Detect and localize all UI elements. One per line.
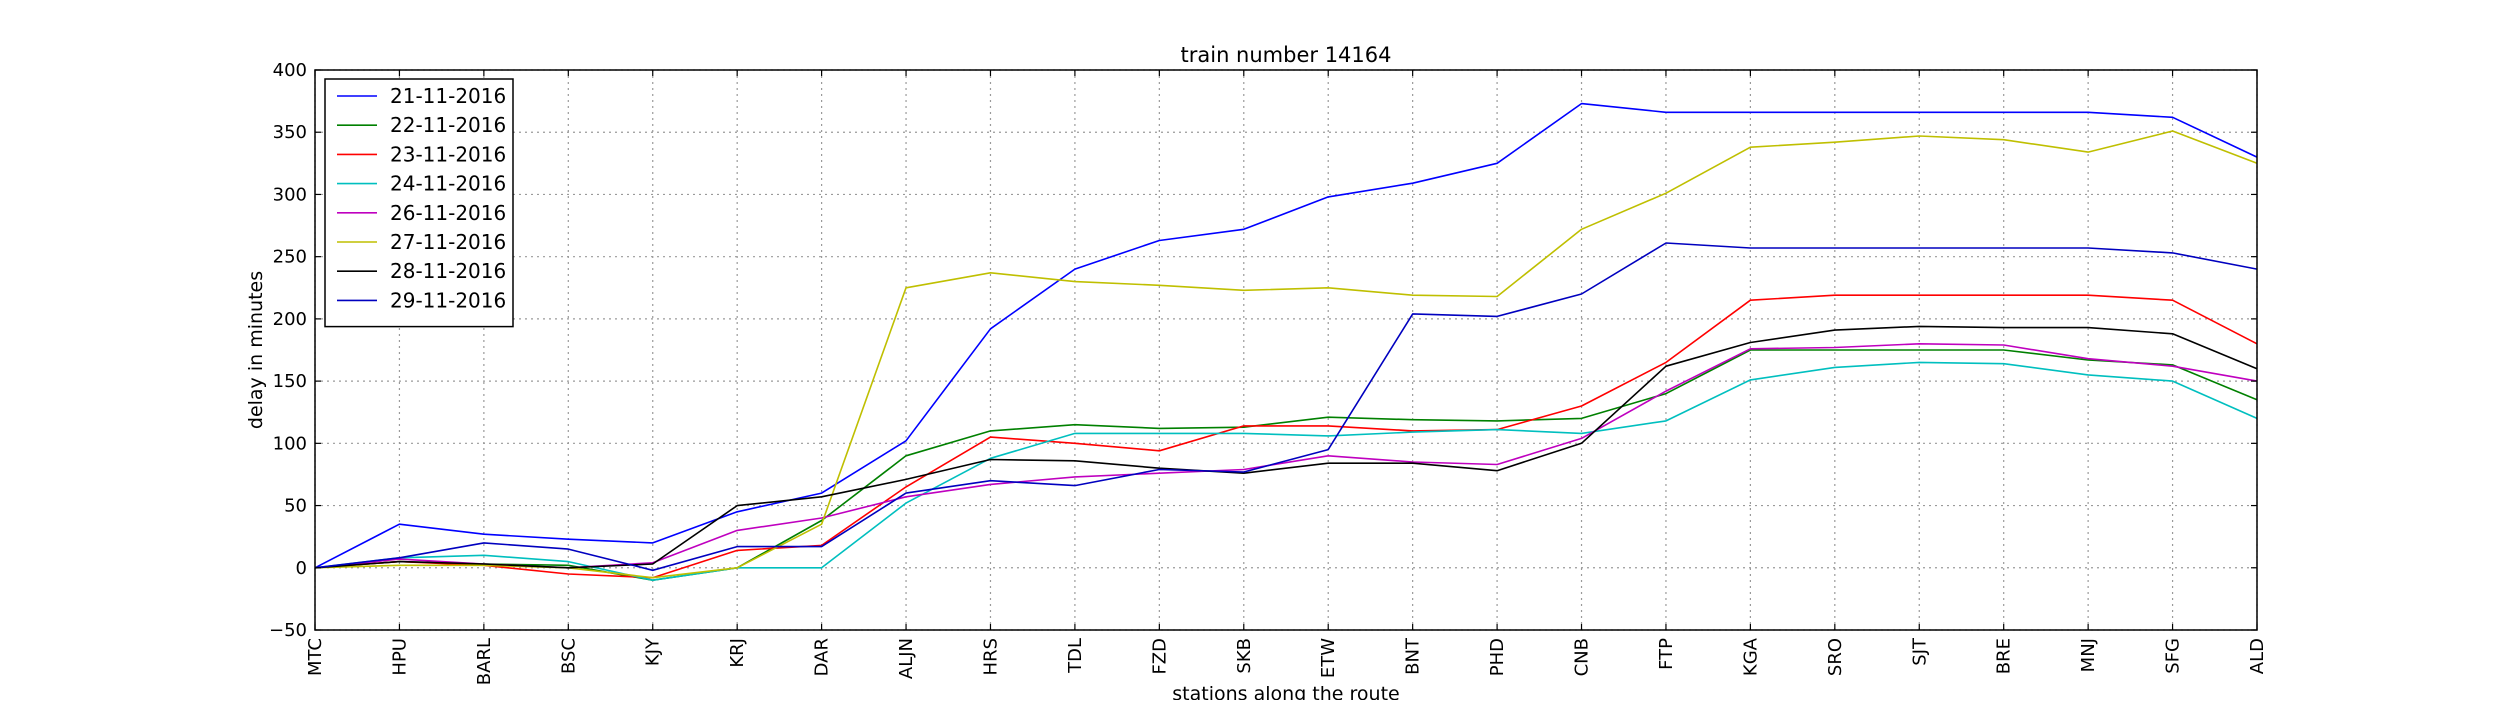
x-tick-label: FTP	[1656, 638, 1677, 670]
legend-box	[324, 78, 514, 328]
y-tick-label: 100	[273, 433, 307, 454]
series-line-24-11-2016	[314, 361, 2258, 582]
chart-title: train number 14164	[1181, 43, 1392, 67]
legend-label: 22-11-2016	[390, 113, 506, 137]
series-line-29-11-2016	[314, 242, 2258, 572]
series-line-26-11-2016	[314, 342, 2258, 569]
x-tick-label: DAR	[812, 638, 833, 676]
x-tick-label: SKB	[1234, 638, 1255, 674]
y-tick-label: 200	[273, 309, 307, 330]
y-tick-label: 350	[273, 122, 307, 143]
legend-label: 24-11-2016	[390, 172, 506, 196]
x-tick-label: ETW	[1318, 638, 1339, 678]
plot-frame	[314, 69, 2258, 631]
x-axis-title: stations along the route	[1172, 683, 1399, 700]
x-tick-label: ALJN	[896, 638, 917, 679]
x-tick-label: KRJ	[727, 638, 748, 668]
y-tick-label: 250	[273, 247, 307, 268]
x-tick-label: BRE	[1994, 638, 2015, 674]
x-tick-label: SRO	[1825, 638, 1846, 676]
x-tick-label: ALD	[2247, 638, 2268, 674]
y-tick-label: 150	[273, 371, 307, 392]
legend-label: 26-11-2016	[390, 201, 506, 225]
axis-ticks: MTC HPU BARL BSC KJY KRJ DAR ALJN HRS TDL FZD SKB ET…	[269, 60, 2268, 685]
legend-label: 27-11-2016	[390, 230, 506, 254]
series-line-23-11-2016	[314, 294, 2258, 579]
legend-label: 21-11-2016	[390, 84, 506, 108]
legend: 21-11-2016 22-11-2016 23-11-2016 24-11-2016…	[324, 78, 514, 328]
x-tick-label: HRS	[980, 638, 1001, 675]
y-tick-label: 0	[296, 558, 307, 579]
legend-label: 23-11-2016	[390, 142, 506, 166]
series-line-21-11-2016	[314, 102, 2258, 569]
legend-label: 28-11-2016	[390, 259, 506, 283]
y-axis-title: delay in minutes	[245, 271, 267, 429]
y-tick-label: 400	[273, 60, 307, 81]
x-tick-label: BSC	[558, 638, 579, 674]
series-lines	[314, 102, 2258, 582]
x-tick-label: KGA	[1740, 637, 1761, 676]
legend-label: 29-11-2016	[390, 288, 506, 312]
x-tick-label: BNT	[1403, 637, 1424, 675]
x-tick-label: SFG	[2163, 638, 2184, 674]
x-tick-label: CNB	[1572, 638, 1593, 676]
x-tick-label: HPU	[389, 638, 410, 676]
series-line-22-11-2016	[314, 349, 2258, 582]
x-tick-label: MTC	[305, 638, 326, 676]
x-tick-label: FZD	[1149, 638, 1170, 675]
y-tick-label: 50	[284, 496, 307, 517]
x-tick-label: SJT	[1909, 637, 1930, 666]
x-tick-label: PHD	[1487, 638, 1508, 676]
y-tick-label: 300	[273, 184, 307, 205]
x-tick-label: KJY	[643, 637, 664, 666]
x-tick-label: TDL	[1065, 638, 1086, 674]
series-line-27-11-2016	[314, 130, 2258, 579]
x-tick-label: MNJ	[2078, 638, 2099, 672]
series-line-28-11-2016	[314, 325, 2258, 569]
y-tick-label: −50	[269, 620, 307, 641]
x-tick-label: BARL	[474, 638, 495, 685]
